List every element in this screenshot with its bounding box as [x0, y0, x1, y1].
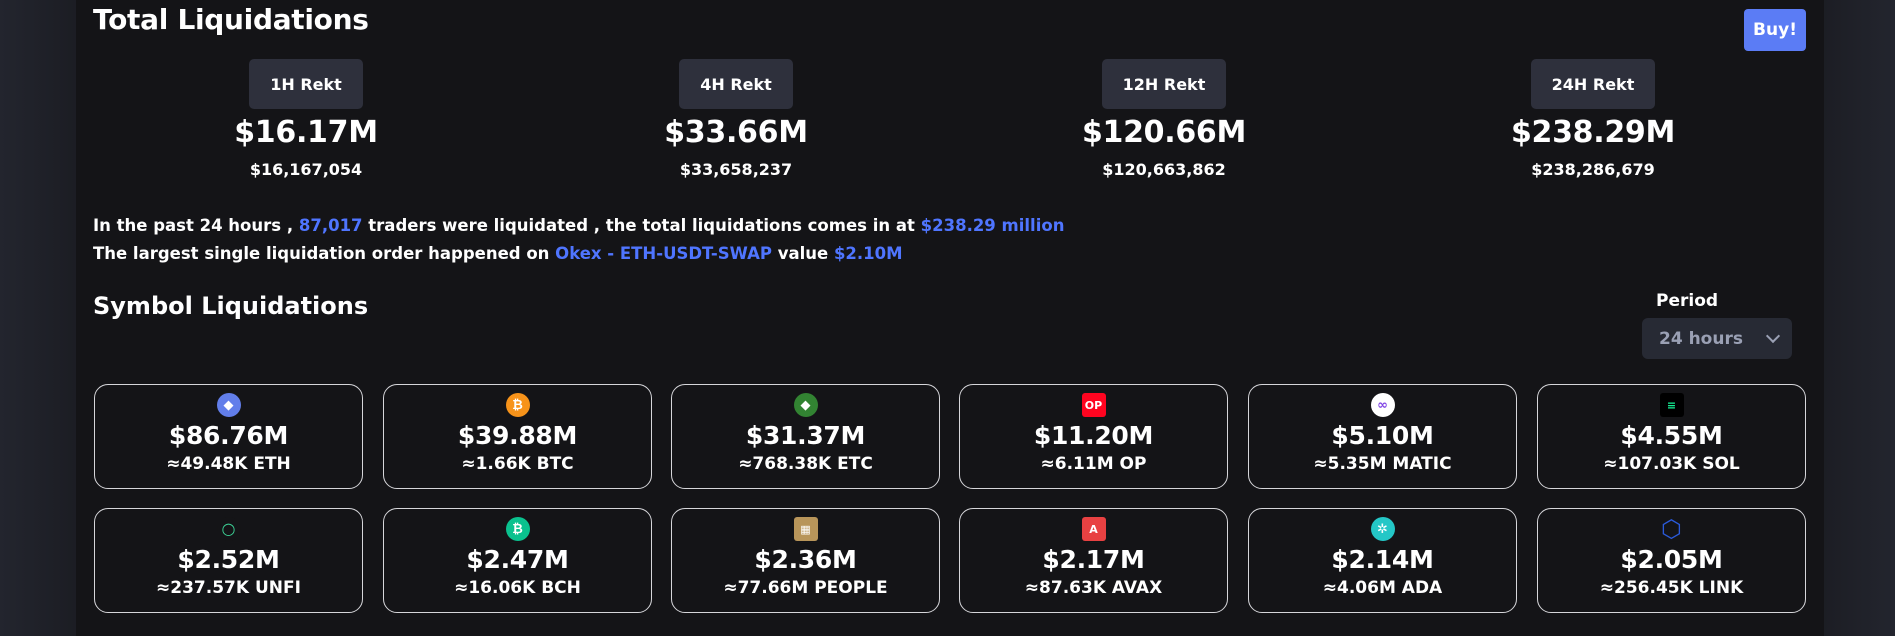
symbol-amount: ≈16.06K BCH — [454, 578, 581, 598]
symbol-usd-value: $2.05M — [1620, 545, 1723, 574]
symbol-card[interactable]: ✲ $2.14M ≈4.06M ADA — [1248, 508, 1517, 613]
symbol-card[interactable]: ◆ $86.76M ≈49.48K ETH — [94, 384, 363, 489]
rekt-value: $33.66M — [664, 115, 808, 150]
summary-line-1: In the past 24 hours , 87,017 traders we… — [93, 212, 1064, 240]
rekt-value: $16.17M — [234, 115, 378, 150]
symbol-usd-value: $2.14M — [1331, 545, 1434, 574]
summary-text: value — [777, 244, 829, 263]
symbol-amount: ≈237.57K UNFI — [156, 578, 301, 598]
symbol-liquidations-title: Symbol Liquidations — [93, 292, 369, 320]
symbol-card[interactable]: ₿ $2.47M ≈16.06K BCH — [383, 508, 652, 613]
eth-icon: ◆ — [216, 393, 241, 417]
symbol-amount: ≈49.48K ETH — [166, 454, 291, 474]
op-icon: OP — [1081, 393, 1106, 417]
symbol-usd-value: $2.52M — [177, 545, 280, 574]
largest-order-link[interactable]: Okex - ETH-USDT-SWAP — [555, 244, 772, 263]
symbol-card[interactable]: ○ $2.52M ≈237.57K UNFI — [94, 508, 363, 613]
symbol-usd-value: $2.36M — [754, 545, 857, 574]
largest-order-value: $2.10M — [833, 244, 903, 263]
period-select[interactable]: 24 hours — [1642, 318, 1792, 359]
rekt-exact-value: $238,286,679 — [1531, 160, 1655, 179]
symbol-card[interactable]: ∞ $5.10M ≈5.35M MATIC — [1248, 384, 1517, 489]
summary-text: traders were liquidated , the total liqu… — [368, 216, 915, 235]
total-liquidations: $238.29 million — [920, 216, 1065, 235]
period-select-value: 24 hours — [1659, 328, 1743, 349]
etc-icon: ◆ — [793, 393, 818, 417]
rekt-column: 24H Rekt $238.29M $238,286,679 — [1463, 59, 1723, 179]
people-icon: ▦ — [793, 517, 818, 541]
symbol-usd-value: $2.17M — [1042, 545, 1145, 574]
traders-count: 87,017 — [298, 216, 363, 235]
symbol-usd-value: $11.20M — [1033, 421, 1154, 450]
symbol-amount: ≈107.03K SOL — [1603, 454, 1740, 474]
symbol-usd-value: $39.88M — [457, 421, 578, 450]
summary-line-2: The largest single liquidation order hap… — [93, 240, 1064, 268]
symbol-amount: ≈768.38K ETC — [738, 454, 873, 474]
symbol-usd-value: $31.37M — [745, 421, 866, 450]
symbol-amount: ≈6.11M OP — [1040, 454, 1147, 474]
symbol-usd-value: $86.76M — [168, 421, 289, 450]
symbol-amount: ≈256.45K LINK — [1599, 578, 1744, 598]
symbol-card[interactable]: ⬡ $2.05M ≈256.45K LINK — [1537, 508, 1806, 613]
symbol-amount: ≈4.06M ADA — [1322, 578, 1443, 598]
rekt-exact-value: $16,167,054 — [249, 160, 363, 179]
rekt-column: 12H Rekt $120.66M $120,663,862 — [1034, 59, 1294, 179]
buy-button[interactable]: Buy! — [1744, 9, 1806, 51]
chevron-down-icon — [1765, 328, 1781, 344]
rekt-exact-value: $33,658,237 — [679, 160, 793, 179]
btc-icon: ₿ — [505, 393, 530, 417]
rekt-period-chip[interactable]: 24H Rekt — [1530, 59, 1656, 109]
symbol-card[interactable]: ◆ $31.37M ≈768.38K ETC — [671, 384, 940, 489]
symbol-usd-value: $4.55M — [1620, 421, 1723, 450]
liquidation-summary: In the past 24 hours , 87,017 traders we… — [93, 212, 1064, 268]
bch-icon: ₿ — [505, 517, 530, 541]
unfi-icon: ○ — [216, 517, 241, 541]
ada-icon: ✲ — [1370, 517, 1395, 541]
period-label: Period — [1656, 291, 1719, 311]
rekt-exact-value: $120,663,862 — [1102, 160, 1226, 179]
symbol-card[interactable]: ≡ $4.55M ≈107.03K SOL — [1537, 384, 1806, 489]
rekt-column: 1H Rekt $16.17M $16,167,054 — [176, 59, 436, 179]
link-icon: ⬡ — [1661, 515, 1682, 543]
rekt-value: $238.29M — [1510, 115, 1676, 150]
rekt-value: $120.66M — [1081, 115, 1247, 150]
avax-icon: A — [1081, 517, 1106, 541]
rekt-column: 4H Rekt $33.66M $33,658,237 — [606, 59, 866, 179]
symbol-amount: ≈77.66M PEOPLE — [723, 578, 888, 598]
symbol-card[interactable]: ₿ $39.88M ≈1.66K BTC — [383, 384, 652, 489]
symbol-card[interactable]: OP $11.20M ≈6.11M OP — [959, 384, 1228, 489]
summary-text: In the past 24 hours , — [93, 216, 294, 235]
sol-icon: ≡ — [1659, 393, 1684, 417]
symbol-card[interactable]: ▦ $2.36M ≈77.66M PEOPLE — [671, 508, 940, 613]
rekt-period-chip[interactable]: 1H Rekt — [249, 59, 363, 109]
symbol-amount: ≈87.63K AVAX — [1024, 578, 1163, 598]
rekt-period-chip[interactable]: 4H Rekt — [679, 59, 793, 109]
symbol-amount: ≈1.66K BTC — [461, 454, 574, 474]
symbol-usd-value: $2.47M — [466, 545, 569, 574]
symbol-usd-value: $5.10M — [1331, 421, 1434, 450]
symbol-amount: ≈5.35M MATIC — [1313, 454, 1452, 474]
symbol-card[interactable]: A $2.17M ≈87.63K AVAX — [959, 508, 1228, 613]
page-title: Total Liquidations — [93, 3, 369, 36]
matic-icon: ∞ — [1370, 393, 1395, 417]
summary-text: The largest single liquidation order hap… — [93, 244, 550, 263]
rekt-period-chip[interactable]: 12H Rekt — [1101, 59, 1227, 109]
